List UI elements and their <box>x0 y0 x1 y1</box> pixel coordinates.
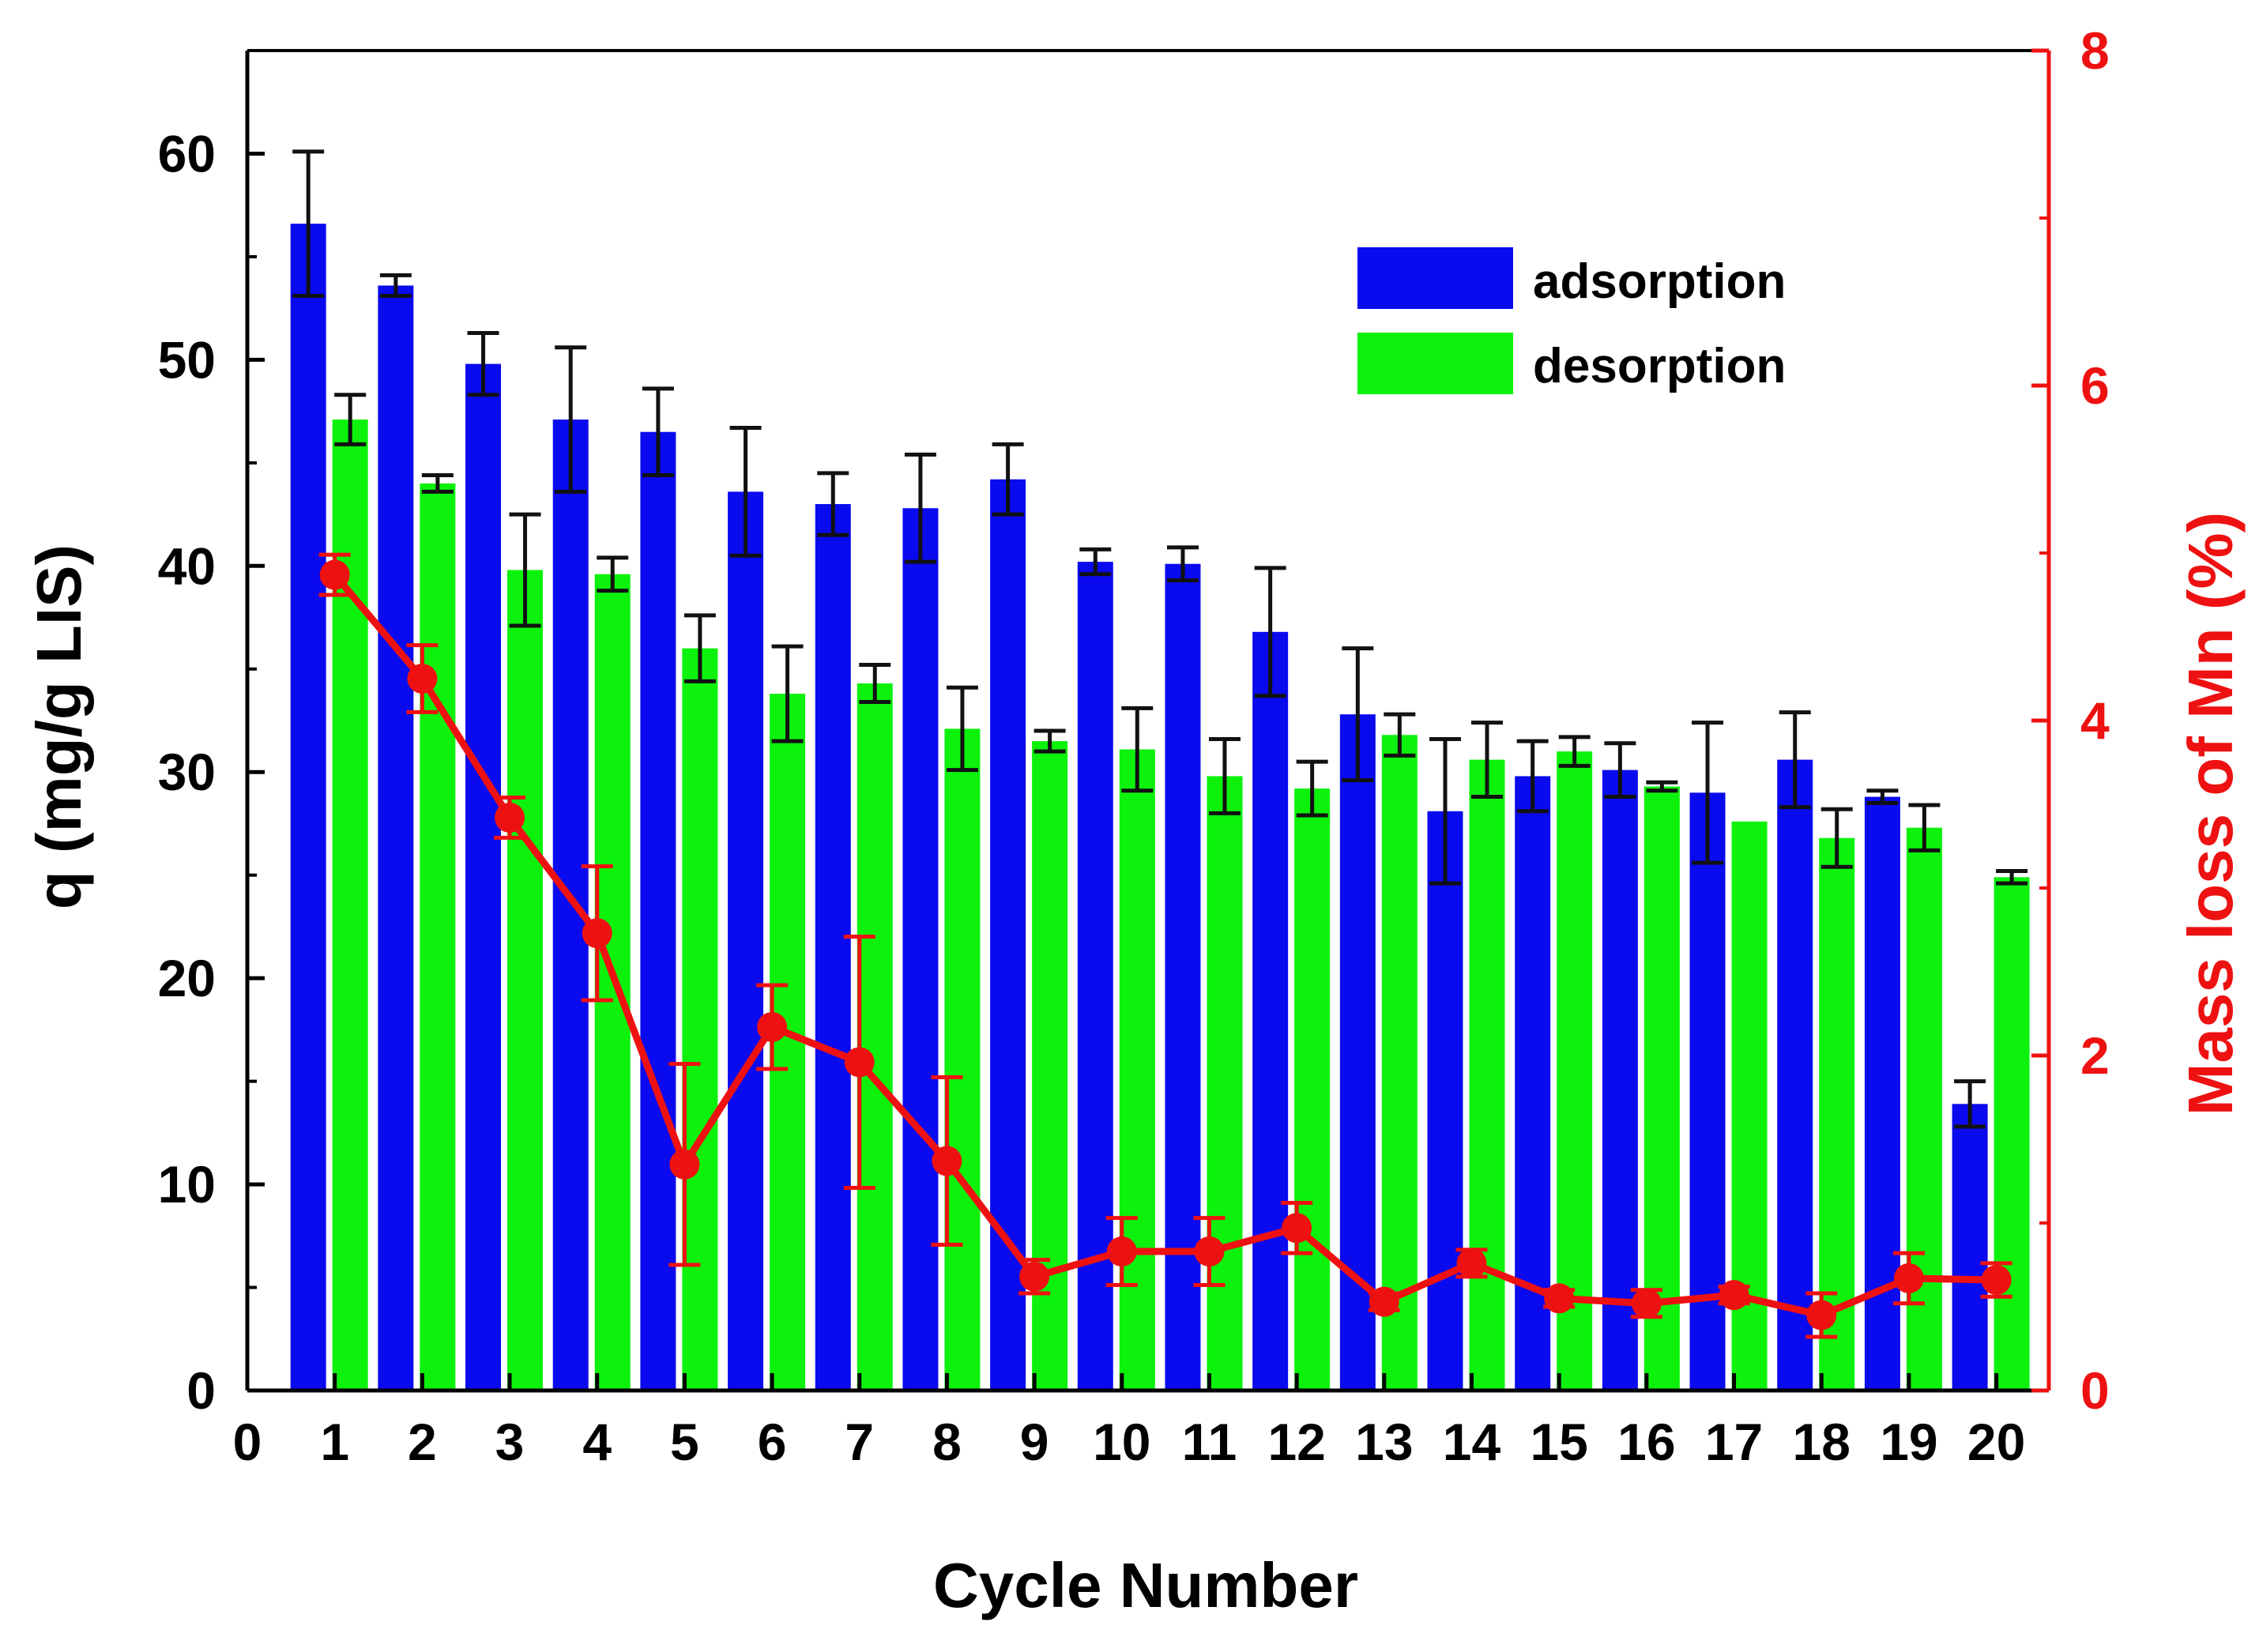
x-tick-label-7: 7 <box>845 1413 874 1471</box>
legend-label-adsorption: adsorption <box>1533 254 1786 309</box>
mass-loss-point-cycle-7 <box>844 1047 875 1078</box>
mass-loss-point-cycle-8 <box>932 1146 962 1176</box>
right-tick-label-8: 8 <box>2080 21 2110 80</box>
legend-swatch-adsorption <box>1357 247 1513 309</box>
bar-desorption-cycle-11 <box>1207 776 1243 1390</box>
mass-loss-point-cycle-16 <box>1631 1288 1662 1319</box>
x-tick-label-19: 19 <box>1880 1413 1937 1471</box>
x-tick-label-2: 2 <box>408 1413 437 1471</box>
mass-loss-point-cycle-20 <box>1981 1265 2012 1296</box>
legend-swatch-desorption <box>1357 333 1513 394</box>
y-tick-label-0: 0 <box>186 1361 216 1420</box>
right-tick-label-0: 0 <box>2080 1361 2110 1420</box>
x-tick-label-16: 16 <box>1617 1413 1675 1471</box>
y-tick-label-40: 40 <box>158 536 216 595</box>
bar-desorption-cycle-12 <box>1294 788 1331 1390</box>
x-axis-title: Cycle Number <box>933 1550 1358 1620</box>
mass-loss-point-cycle-2 <box>407 664 438 694</box>
mass-loss-point-cycle-12 <box>1282 1213 1312 1244</box>
y-axis-title: q (mg/g LIS) <box>24 544 94 909</box>
legend: adsorption desorption <box>1357 247 1786 394</box>
bar-desorption-cycle-3 <box>507 570 544 1391</box>
bar-adsorption-cycle-20 <box>1952 1104 1988 1390</box>
mass-loss-point-cycle-11 <box>1194 1236 1225 1267</box>
mass-loss-point-cycle-9 <box>1019 1261 1050 1292</box>
mass-loss-point-cycle-18 <box>1806 1300 1837 1330</box>
bar-desorption-cycle-13 <box>1381 735 1418 1390</box>
mass-loss-point-cycle-6 <box>757 1011 788 1042</box>
bar-desorption-cycle-6 <box>770 694 806 1390</box>
y-tick-label-50: 50 <box>158 330 216 389</box>
x-tick-label-20: 20 <box>1967 1413 2025 1471</box>
x-tick-label-15: 15 <box>1530 1413 1587 1471</box>
mass-loss-point-cycle-4 <box>582 918 612 949</box>
x-tick-label-1: 1 <box>320 1413 349 1471</box>
bar-desorption-cycle-10 <box>1119 749 1155 1390</box>
mass-loss-line-layer <box>318 552 2012 1339</box>
mass-loss-point-cycle-10 <box>1106 1236 1137 1267</box>
y-tick-label-20: 20 <box>158 949 216 1007</box>
bar-adsorption-cycle-11 <box>1165 563 1201 1390</box>
x-tick-label-11: 11 <box>1182 1413 1237 1471</box>
mass-loss-point-cycle-5 <box>669 1149 700 1180</box>
bar-adsorption-cycle-1 <box>290 224 326 1390</box>
x-tick-label-3: 3 <box>495 1413 525 1471</box>
bars-layer <box>290 149 2030 1391</box>
mass-loss-point-cycle-1 <box>319 559 350 590</box>
bar-adsorption-cycle-16 <box>1602 770 1638 1390</box>
bar-desorption-cycle-19 <box>1906 827 1942 1390</box>
x-tick-label-17: 17 <box>1705 1413 1763 1471</box>
x-tick-label-12: 12 <box>1267 1413 1325 1471</box>
bar-adsorption-cycle-12 <box>1252 631 1289 1390</box>
mass-loss-point-cycle-14 <box>1456 1247 1487 1278</box>
bar-adsorption-cycle-8 <box>902 508 939 1390</box>
x-tick-label-0: 0 <box>233 1413 262 1471</box>
y-tick-label-30: 30 <box>158 743 216 801</box>
x-tick-label-4: 4 <box>582 1413 612 1471</box>
right-tick-label-6: 6 <box>2080 356 2110 415</box>
x-tick-label-6: 6 <box>758 1413 787 1471</box>
right-tick-label-4: 4 <box>2080 691 2110 750</box>
bar-desorption-cycle-20 <box>1994 877 2030 1390</box>
mass-loss-point-cycle-13 <box>1369 1286 1399 1317</box>
bar-desorption-cycle-5 <box>682 648 718 1390</box>
bar-adsorption-cycle-18 <box>1777 759 1813 1390</box>
x-tick-label-8: 8 <box>932 1413 962 1471</box>
bar-desorption-cycle-18 <box>1819 837 1855 1390</box>
y-tick-label-60: 60 <box>158 124 216 183</box>
bar-adsorption-cycle-2 <box>378 285 414 1391</box>
x-tick-label-5: 5 <box>670 1413 699 1471</box>
bar-adsorption-cycle-6 <box>728 491 764 1390</box>
right-tick-label-2: 2 <box>2080 1026 2110 1085</box>
x-tick-label-10: 10 <box>1093 1413 1150 1471</box>
bar-desorption-cycle-14 <box>1469 759 1505 1390</box>
bar-desorption-cycle-2 <box>420 483 456 1390</box>
bar-desorption-cycle-8 <box>944 728 981 1390</box>
bar-adsorption-cycle-3 <box>465 363 502 1391</box>
bar-adsorption-cycle-4 <box>552 420 589 1391</box>
bar-adsorption-cycle-7 <box>815 504 851 1390</box>
mass-loss-point-cycle-17 <box>1719 1280 1749 1311</box>
bar-desorption-cycle-7 <box>857 683 893 1390</box>
mass-loss-point-cycle-19 <box>1893 1263 1924 1293</box>
x-tick-label-14: 14 <box>1443 1413 1501 1471</box>
bar-adsorption-cycle-5 <box>640 431 676 1390</box>
x-tick-label-9: 9 <box>1020 1413 1049 1471</box>
y-tick-label-10: 10 <box>158 1155 216 1214</box>
bar-adsorption-cycle-17 <box>1689 792 1726 1390</box>
legend-label-desorption: desorption <box>1533 339 1786 393</box>
bar-adsorption-cycle-14 <box>1427 811 1463 1390</box>
mass-loss-point-cycle-15 <box>1544 1283 1575 1314</box>
x-tick-label-18: 18 <box>1793 1413 1850 1471</box>
mass-loss-point-cycle-3 <box>495 802 525 833</box>
right-axis-title: Mass loss of Mn (%) <box>2175 512 2246 1116</box>
x-tick-label-13: 13 <box>1355 1413 1413 1471</box>
